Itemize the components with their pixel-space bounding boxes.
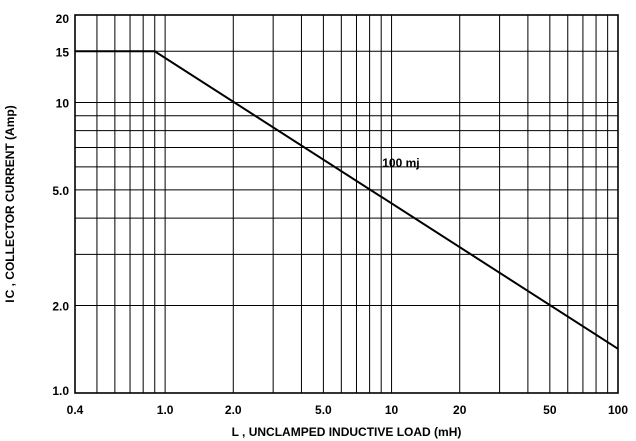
x-tick-label: 2.0 xyxy=(225,403,242,417)
x-tick-label: 10 xyxy=(385,403,399,417)
plot-frame xyxy=(74,14,619,394)
y-tick-label: 5.0 xyxy=(52,184,69,198)
annotations: 100 mj xyxy=(382,156,419,170)
series-layer xyxy=(75,50,619,350)
x-tick-labels: 0.4 1.0 2.0 5.0 10 20 50 100 xyxy=(67,403,629,417)
y-tick-label: 10 xyxy=(56,96,70,110)
y-tick-label: 15 xyxy=(56,45,70,59)
x-tick-label: 100 xyxy=(608,403,628,417)
x-tick-label: 5.0 xyxy=(315,403,332,417)
x-tick-label: 1.0 xyxy=(157,403,174,417)
grid xyxy=(74,14,619,394)
annotation-label: 100 mj xyxy=(382,156,419,170)
x-tick-label: 0.4 xyxy=(67,403,84,417)
series-line xyxy=(75,50,619,350)
x-axis-label: L , UNCLAMPED INDUCTIVE LOAD (mH) xyxy=(232,425,462,439)
x-tick-label: 50 xyxy=(543,403,557,417)
y-tick-label: 20 xyxy=(56,12,70,26)
y-tick-label: 2.0 xyxy=(52,300,69,314)
y-tick-labels: 1.0 2.0 5.0 10 15 20 xyxy=(52,12,69,398)
y-axis-label: I C , COLLECTOR CURRENT (Amp) xyxy=(3,105,17,302)
y-tick-label: 1.0 xyxy=(52,384,69,398)
x-tick-label: 20 xyxy=(453,403,467,417)
